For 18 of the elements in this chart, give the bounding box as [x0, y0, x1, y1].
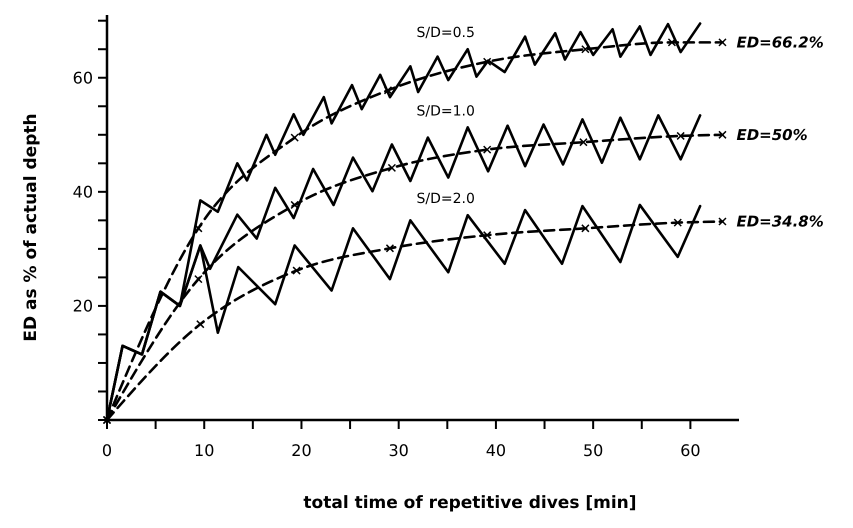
series-label: S/D=0.5: [416, 25, 475, 42]
series-label: S/D=1.0: [416, 103, 475, 120]
x-tick-label: 40: [486, 441, 506, 460]
y-tick-label: 60: [72, 68, 93, 88]
x-tick-label: 10: [194, 441, 214, 460]
y-tick-label: 40: [72, 182, 93, 202]
series-label: S/D=2.0: [416, 191, 475, 208]
x-tick-label: 0: [102, 441, 112, 460]
annotation: ED=66.2%: [736, 34, 824, 52]
x-tick-label: 60: [680, 441, 701, 460]
y-tick-label: 20: [72, 296, 93, 316]
annotation: ED=34.8%: [736, 212, 824, 231]
y-axis-title: ED as % of actual depth: [21, 113, 41, 342]
annotation: ED=50%: [736, 126, 808, 144]
x-tick-label: 20: [291, 441, 312, 460]
x-tick-label: 50: [582, 441, 604, 460]
x-tick-label: 30: [388, 441, 409, 460]
x-axis-title: total time of repetitive dives [min]: [303, 493, 637, 513]
